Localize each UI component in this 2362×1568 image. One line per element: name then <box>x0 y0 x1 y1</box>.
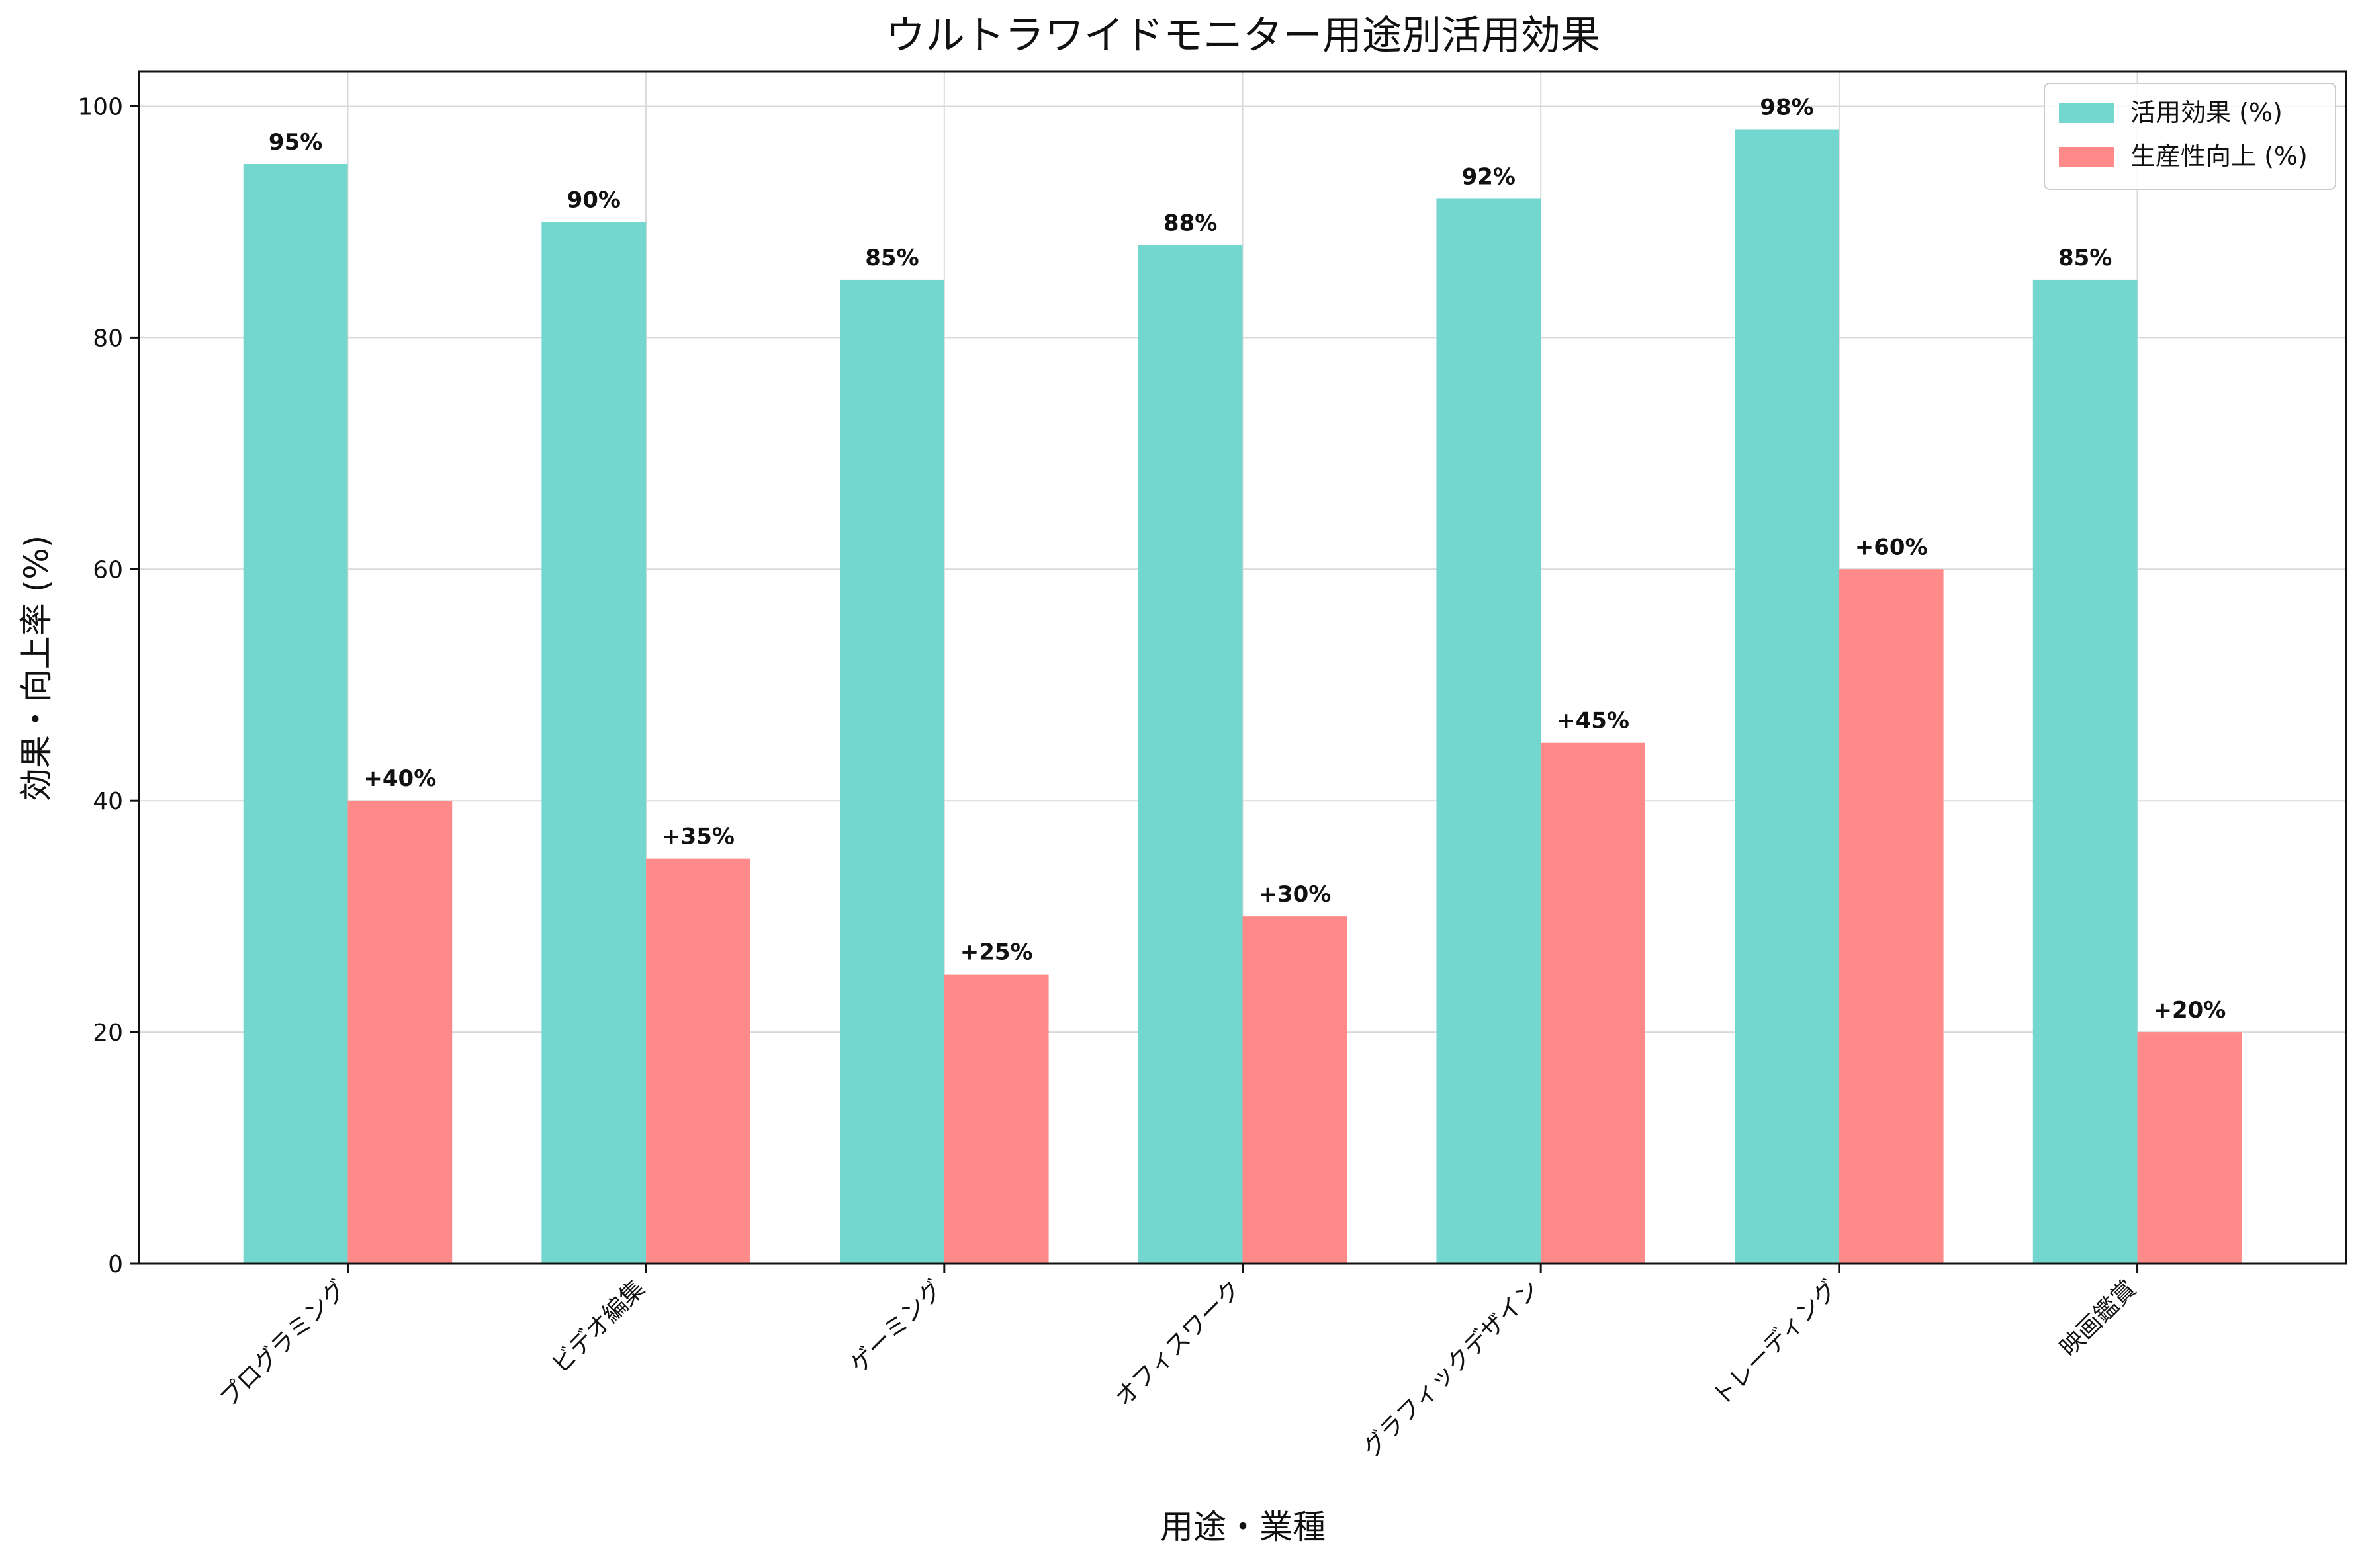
y-tick-label: 100 <box>77 93 123 120</box>
bar-effect-3 <box>1138 245 1243 1264</box>
x-tick-label-4: グラフィックデザイン <box>1357 1275 1545 1462</box>
data-label-productivity-3: +30% <box>1258 881 1331 908</box>
bar-productivity-4 <box>1541 742 1645 1264</box>
data-label-productivity-1: +35% <box>662 824 735 850</box>
bar-effect-4 <box>1436 198 1541 1264</box>
bar-productivity-6 <box>2137 1032 2242 1264</box>
bar-effect-0 <box>243 163 348 1264</box>
data-label-productivity-6: +20% <box>2153 997 2226 1024</box>
x-axis-label: 用途・業種 <box>1160 1508 1326 1546</box>
bar-effect-5 <box>1735 129 1839 1264</box>
bar-productivity-2 <box>944 974 1049 1264</box>
data-label-effect-2: 85% <box>865 245 919 271</box>
legend-label-1: 生産性向上 (%) <box>2130 142 2308 171</box>
x-tick-label-2: ゲーミング <box>845 1275 948 1378</box>
bar-productivity-5 <box>1839 569 1944 1264</box>
legend-frame <box>2044 83 2336 190</box>
legend: 活用効果 (%) 生産性向上 (%) <box>2044 83 2336 190</box>
x-tick-label-0: プログラミング <box>215 1275 352 1412</box>
bar-productivity-1 <box>646 858 750 1264</box>
data-label-effect-6: 85% <box>2058 245 2112 271</box>
x-tick-label-3: オフィスワーク <box>1110 1275 1247 1412</box>
data-label-effect-1: 90% <box>567 187 621 213</box>
data-label-productivity-2: +25% <box>960 939 1033 966</box>
legend-swatch-0 <box>2059 103 2114 123</box>
data-label-productivity-4: +45% <box>1557 708 1629 734</box>
data-label-effect-5: 98% <box>1760 94 1813 120</box>
y-tick-label: 80 <box>93 325 123 352</box>
bar-effect-1 <box>541 222 647 1264</box>
y-tick-label: 0 <box>108 1251 123 1278</box>
data-label-effect-4: 92% <box>1462 163 1516 190</box>
chart-title: ウルトラワイドモニター用途別活用効果 <box>886 13 1600 59</box>
data-label-effect-0: 95% <box>269 129 322 155</box>
bar-effect-2 <box>840 279 944 1264</box>
bar-effect-6 <box>2032 279 2138 1264</box>
y-tick-label: 20 <box>93 1020 123 1047</box>
data-labels: 95% 90% 85% 88% 92% 98% 85% +40% +35% +25% +30% +45… <box>269 94 2226 1024</box>
y-tick-label: 40 <box>93 788 123 815</box>
data-label-productivity-0: +40% <box>363 765 436 792</box>
legend-label-0: 活用効果 (%) <box>2130 98 2283 127</box>
x-tick-label-1: ビデオ編集 <box>547 1275 650 1378</box>
data-label-productivity-5: +60% <box>1855 534 1928 560</box>
bar-productivity-3 <box>1242 916 1347 1264</box>
y-tick-label: 60 <box>93 556 123 584</box>
bars <box>243 129 2242 1264</box>
data-label-effect-3: 88% <box>1163 210 1217 236</box>
legend-swatch-1 <box>2059 147 2114 167</box>
x-tick-label-6: 映画鑑賞 <box>2055 1275 2142 1362</box>
x-tick-label-5: トレーディング <box>1707 1275 1843 1411</box>
y-axis-label: 効果・向上率 (%) <box>17 535 56 801</box>
bar-productivity-0 <box>347 801 453 1264</box>
